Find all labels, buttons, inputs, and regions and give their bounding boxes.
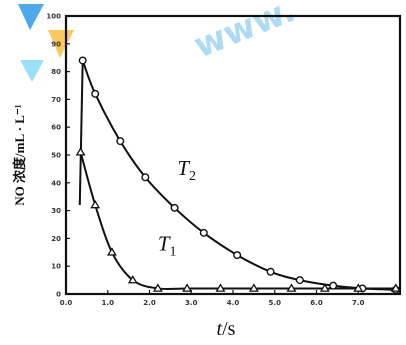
curve-label-t2: T2 [177,156,196,184]
data-markers [75,56,401,294]
x-axis-label: t/s [217,318,236,340]
series-point [215,283,226,292]
series-point [248,283,259,292]
injection-spike-line [78,60,84,206]
x-tick-label: 5.0 [269,299,282,307]
y-tick-label: 90 [51,40,61,48]
series-point [91,89,100,98]
series-point [329,281,338,290]
y-tick-label: 50 [51,152,61,160]
series-line-2 [79,151,396,291]
y-tick-label: 20 [51,235,61,243]
watermark-logo-cyan [20,60,44,82]
x-tick-label: 1.0 [102,299,115,307]
y-tick-label: 100 [46,13,61,21]
x-tick-label: 2.0 [143,299,156,307]
series-point [116,137,125,146]
curve-labels: T2 T1 [158,156,196,259]
series-point [182,283,193,292]
series-point [199,228,208,237]
series-point [170,203,179,212]
x-tick-label: 0.0 [60,299,73,307]
series-point [141,173,150,182]
watermark-logo-yellow [48,30,74,58]
watermark-logo-blue [18,4,44,30]
series-point [353,283,364,292]
y-tick-label: 70 [51,96,61,104]
y-axis-label: NO 浓度/mL · L⁻¹ [12,104,27,206]
y-tick-label: 40 [51,179,61,187]
series-point [152,283,163,292]
y-tick-label: 30 [51,207,61,215]
curve-label-t1: T1 [158,231,177,259]
y-tick-label: 10 [51,263,61,271]
watermark-text: www. [188,0,300,66]
series-point [319,283,330,292]
series-point [127,275,138,284]
x-axis-label-unit: /s [222,318,236,340]
x-axis-label-var: t [217,318,223,340]
y-tick-label: 0 [56,291,61,299]
x-tick-label: 6.0 [310,299,323,307]
y-tick-label: 60 [51,124,61,132]
series-point [90,199,101,209]
series-point [390,283,401,292]
series-point [286,283,297,292]
x-tick-label: 4.0 [227,299,240,307]
series-point [295,276,304,285]
series-point [78,56,87,65]
axis-ticks: 0.0 1.0 2.0 3.0 4.0 5.0 6.0 7.0 0 10 20 30 40 50 60 70 8… [46,13,364,308]
series-point [233,251,242,260]
series-point [266,267,275,276]
series-point [75,147,86,156]
x-tick-label: 7.0 [352,299,365,307]
series-point [106,247,117,256]
x-tick-label: 3.0 [185,299,198,307]
y-tick-label: 80 [51,68,61,76]
